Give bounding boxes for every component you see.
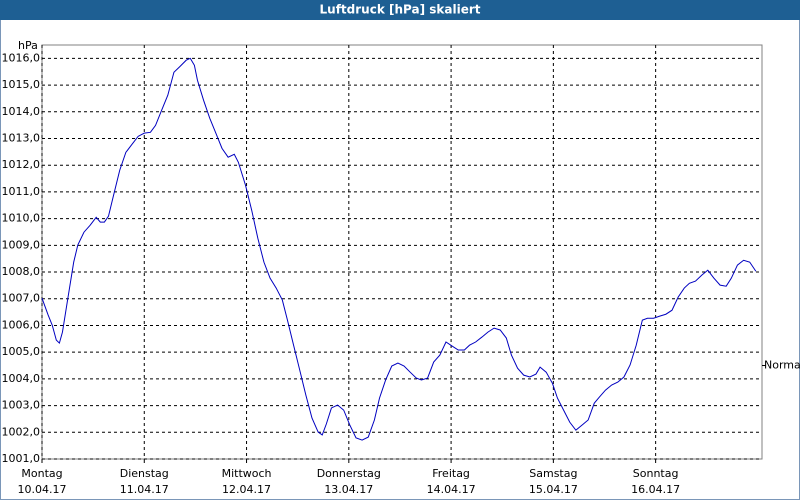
x-tick-label: Mittwoch — [222, 467, 272, 480]
y-tick-label: 1012,0 — [2, 158, 41, 171]
y-tick-label: 1007,0 — [2, 292, 41, 305]
x-tick-date: 16.04.17 — [631, 483, 680, 496]
x-tick-label: Donnerstag — [317, 467, 381, 480]
x-tick-date: 15.04.17 — [529, 483, 578, 496]
x-tick-label: Sonntag — [633, 467, 679, 480]
y-tick-label: 1013,0 — [2, 131, 41, 144]
y-tick-label: 1005,0 — [2, 345, 41, 358]
x-tick-label: Montag — [21, 467, 62, 480]
x-tick-date: 11.04.17 — [120, 483, 169, 496]
y-unit: hPa — [18, 39, 38, 52]
y-tick-label: 1011,0 — [2, 185, 41, 198]
chart-title: Luftdruck [hPa] skaliert — [320, 3, 481, 17]
y-tick-label: 1008,0 — [2, 265, 41, 278]
x-tick-date: 14.04.17 — [427, 483, 476, 496]
y-tick-label: 1006,0 — [2, 318, 41, 331]
x-tick-label: Samstag — [529, 467, 577, 480]
x-tick-label: Dienstag — [120, 467, 169, 480]
y-tick-label: 1014,0 — [2, 105, 41, 118]
annotation: Normal — [764, 359, 800, 372]
y-tick-label: 1003,0 — [2, 399, 41, 412]
y-tick-label: 1004,0 — [2, 372, 41, 385]
y-tick-label: 1015,0 — [2, 78, 41, 91]
x-tick-date: 10.04.17 — [18, 483, 67, 496]
x-tick-label: Freitag — [432, 467, 470, 480]
y-tick-label: 1001,0 — [2, 452, 41, 465]
y-tick-label: 1002,0 — [2, 425, 41, 438]
line-series — [41, 57, 757, 441]
x-tick-date: 13.04.17 — [324, 483, 373, 496]
y-tick-label: 1016,0 — [2, 51, 41, 64]
y-tick-label: 1009,0 — [2, 238, 41, 251]
y-tick-label: 1010,0 — [2, 212, 41, 225]
title-bar — [0, 0, 800, 20]
x-tick-date: 12.04.17 — [222, 483, 271, 496]
